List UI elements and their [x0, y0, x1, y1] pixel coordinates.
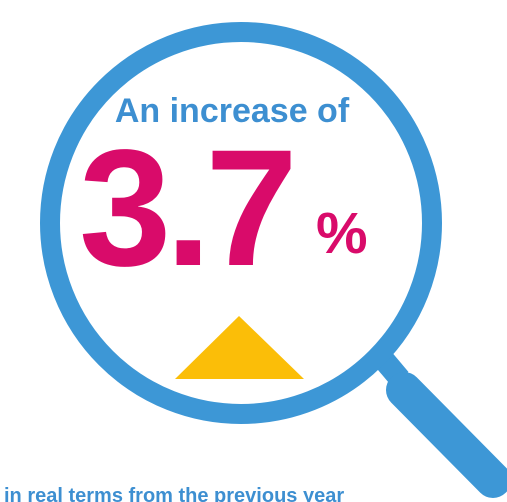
magnifier-lens-ring — [40, 22, 442, 424]
magnifier-handle — [386, 372, 507, 498]
increase-value: 3.7 — [79, 116, 292, 301]
headline-text: An increase of — [115, 92, 350, 130]
percent-sign: % — [316, 201, 368, 266]
magnifying-glass-icon — [40, 22, 507, 498]
up-triangle-icon — [175, 316, 304, 379]
caption-text: in real terms from the previous year — [4, 485, 344, 502]
